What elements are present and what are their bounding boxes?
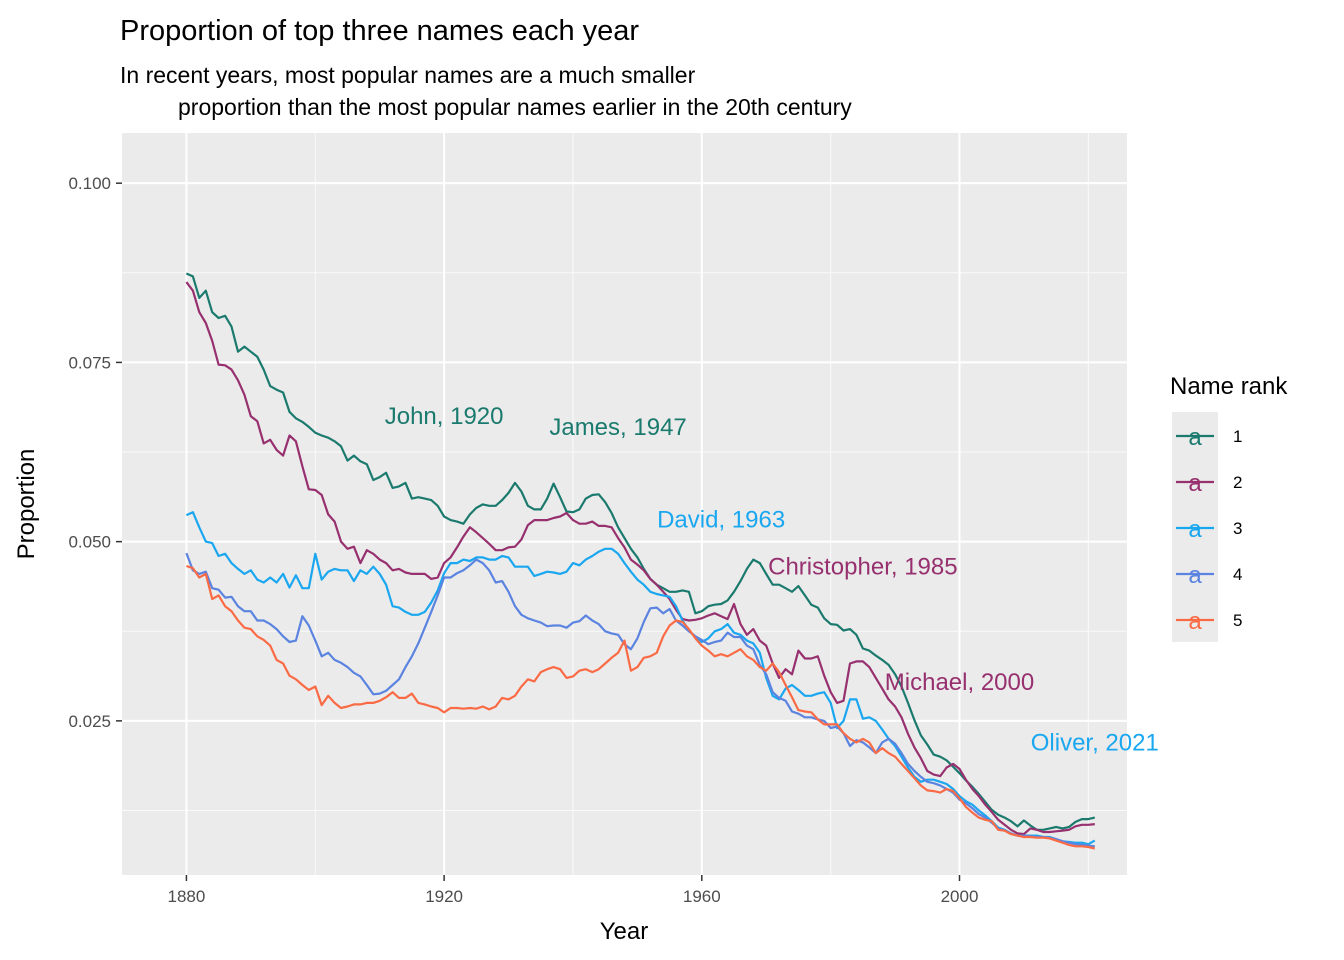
- chart-subtitle-line-2: proportion than the most popular names e…: [178, 94, 852, 120]
- legend-title: Name rank: [1170, 373, 1288, 400]
- legend-label: 4: [1233, 565, 1242, 584]
- y-tick-label: 0.050: [68, 533, 111, 552]
- major-gridlines: [122, 133, 1127, 875]
- y-tick-label: 0.025: [68, 712, 111, 731]
- x-tick-label: 1960: [683, 887, 721, 906]
- series-line-rank-5: [186, 564, 1096, 850]
- x-tick-label: 1880: [168, 887, 206, 906]
- annotation-label: Christopher, 1985: [768, 554, 957, 581]
- chart-title: Proportion of top three names each year: [120, 15, 639, 47]
- annotation-label: Michael, 2000: [885, 669, 1034, 696]
- legend-label: 2: [1233, 473, 1242, 492]
- legend-key-glyph: a: [1188, 470, 1202, 497]
- legend-key-glyph: a: [1188, 608, 1202, 635]
- series-line-rank-1: [185, 272, 1096, 831]
- legend-label: 3: [1233, 519, 1242, 538]
- x-tick-label: 2000: [941, 887, 979, 906]
- x-axis-title: Year: [600, 918, 649, 945]
- series-lines: [185, 272, 1096, 850]
- series-line-rank-2: [185, 281, 1095, 836]
- annotations: John, 1920 James, 1947 David, 1963 Christop…: [385, 403, 1159, 756]
- series-line-rank-4: [185, 552, 1095, 848]
- y-axis-title: Proportion: [13, 449, 40, 560]
- legend: Name rank a 1 a 2 a 3 a 4 a 5: [1170, 373, 1288, 642]
- annotation-label: Oliver, 2021: [1031, 729, 1159, 756]
- legend-key-glyph: a: [1188, 516, 1202, 543]
- series-line-rank-3: [185, 511, 1096, 846]
- annotation-label: James, 1947: [549, 414, 686, 441]
- annotation-label: David, 1963: [657, 506, 785, 533]
- legend-items: a 1 a 2 a 3 a 4 a 5: [1176, 424, 1242, 635]
- x-tick-label: 1920: [425, 887, 463, 906]
- annotation-label: John, 1920: [385, 403, 504, 430]
- plot-panel: [122, 133, 1127, 875]
- legend-key-glyph: a: [1188, 562, 1202, 589]
- legend-label: 5: [1233, 611, 1242, 630]
- x-axis: 1880 1920 1960 2000: [168, 875, 979, 906]
- y-tick-label: 0.100: [68, 174, 111, 193]
- chart-subtitle-line-1: In recent years, most popular names are …: [120, 62, 696, 88]
- y-tick-label: 0.075: [68, 353, 111, 372]
- y-axis: 0.025 0.050 0.075 0.100: [68, 174, 122, 731]
- legend-label: 1: [1233, 427, 1242, 446]
- legend-key-glyph: a: [1188, 424, 1202, 451]
